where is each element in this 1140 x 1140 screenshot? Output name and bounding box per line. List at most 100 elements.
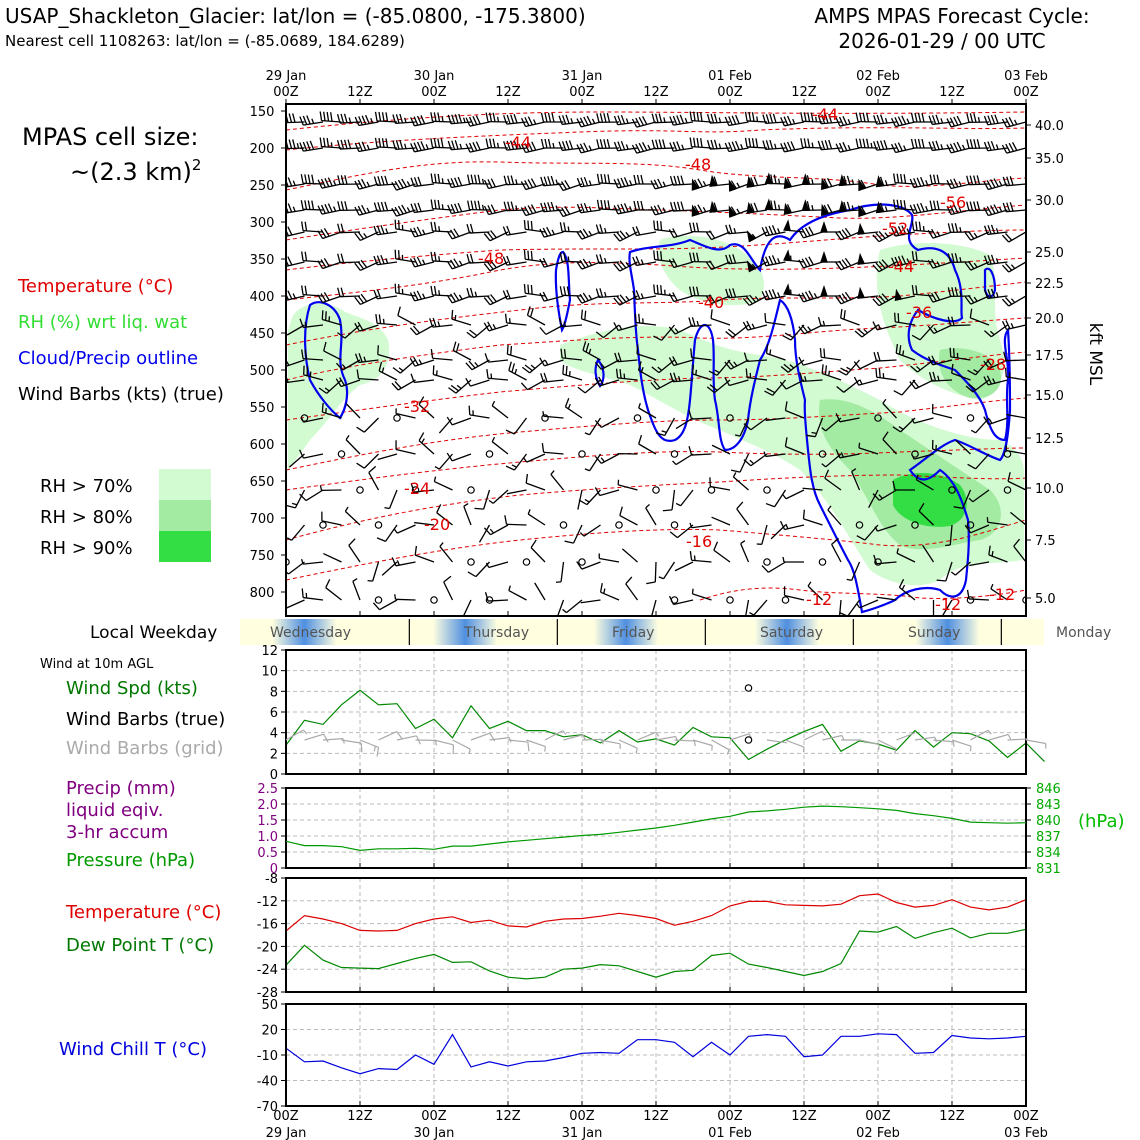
nearest-cell-line: Nearest cell 1108263: lat/lon = (-85.068…	[5, 32, 405, 50]
barb-half	[821, 730, 826, 736]
barb-flag	[566, 286, 570, 296]
barb-flag	[1001, 298, 1010, 307]
top-date-label: 03 Feb	[1004, 69, 1048, 84]
barb-flag	[700, 138, 703, 148]
barb-half	[275, 469, 280, 470]
calm-circle	[911, 521, 919, 529]
barb-staff	[566, 599, 583, 614]
temp-label: -20	[424, 515, 450, 534]
barb-flag	[706, 386, 715, 394]
barb-flag	[376, 225, 382, 235]
barb-flag	[891, 227, 897, 237]
barb-flag	[947, 316, 952, 326]
barb-staff	[304, 733, 324, 741]
barb-flag	[348, 538, 356, 546]
barb-flag	[656, 220, 659, 231]
barb-flag	[807, 138, 811, 148]
barb-flag	[527, 205, 534, 214]
barb-flag	[502, 290, 508, 300]
barb-flag	[668, 229, 675, 238]
barb-flag	[606, 139, 611, 149]
barb-flag	[300, 200, 304, 210]
barb-flag	[317, 294, 324, 303]
pressure-tick: 843	[1036, 798, 1061, 813]
barb-flag	[490, 204, 496, 214]
barb-pennant	[783, 176, 792, 189]
barb-pennant	[746, 201, 755, 214]
barb-flag	[730, 180, 737, 189]
barb-flag	[688, 445, 693, 456]
barb-half	[515, 179, 518, 185]
barb-staff	[470, 379, 490, 387]
barb-staff	[534, 582, 546, 601]
barb-flag	[373, 202, 378, 212]
wind-barbs-true-legend: Wind Barbs (true)	[66, 709, 225, 730]
barb-staff	[483, 489, 491, 510]
barb-flag	[784, 437, 788, 447]
barb-flag	[437, 199, 441, 210]
barb-flag	[483, 297, 491, 306]
barb-flag	[396, 731, 403, 740]
barb-flag	[429, 318, 434, 328]
bottom-hour-label: 12Z	[791, 1109, 817, 1124]
barb-half	[884, 180, 888, 186]
barb-flag	[599, 288, 604, 298]
barb-flag	[287, 226, 293, 236]
barb-flag	[751, 138, 755, 148]
barb-flag	[828, 113, 833, 124]
barb-flag	[474, 174, 478, 184]
barb-half	[662, 207, 666, 213]
barb-flag	[354, 296, 361, 305]
barb-staff	[941, 599, 953, 616]
barb-flag	[397, 306, 401, 316]
barb-flag	[323, 292, 330, 301]
barb-staff	[436, 512, 453, 526]
barb-flag	[357, 321, 364, 331]
barb-flag	[911, 221, 915, 231]
barb-staff	[491, 405, 509, 419]
barb-flag	[381, 112, 385, 122]
barb-staff	[739, 417, 750, 437]
barb-half	[785, 523, 789, 529]
barb-flag	[394, 219, 397, 229]
barb-half	[439, 542, 444, 547]
calm-circle	[670, 521, 679, 529]
barb-half	[718, 117, 722, 123]
barb-flag	[994, 114, 999, 124]
barb-half	[689, 522, 693, 528]
barb-flag	[844, 291, 852, 301]
barb-flag	[510, 140, 515, 150]
barb-half	[896, 677, 897, 682]
barb-flag	[983, 330, 992, 338]
barb-flag	[433, 251, 437, 262]
barb-flag	[750, 177, 755, 187]
barb-flag	[576, 118, 582, 128]
barb-half	[1005, 683, 1006, 688]
barb-flag	[953, 142, 959, 152]
barb-half	[515, 205, 518, 211]
barb-half	[638, 402, 641, 409]
barb-flag	[873, 141, 878, 151]
barb-flag	[768, 289, 774, 299]
barb-flag	[876, 351, 881, 362]
barb-flag	[966, 201, 970, 211]
barb-half	[600, 457, 605, 463]
barb-flag	[953, 178, 959, 188]
barb-flag	[466, 223, 471, 234]
right-axis-label: kft MSL	[1085, 323, 1105, 386]
barb-flag	[541, 443, 545, 453]
barb-half	[345, 435, 350, 440]
barb-half	[625, 295, 630, 301]
barb-flag	[392, 367, 401, 374]
panel-frame	[285, 1003, 1027, 1107]
barb-half	[555, 179, 559, 185]
barb-staff	[378, 681, 397, 688]
barb-flag	[412, 325, 421, 334]
barb-flag	[440, 138, 444, 148]
barb-flag	[506, 140, 511, 150]
barb-flag	[268, 307, 270, 316]
barb-flag	[983, 141, 989, 152]
barb-flag	[490, 260, 497, 269]
calm-circle	[874, 558, 882, 566]
